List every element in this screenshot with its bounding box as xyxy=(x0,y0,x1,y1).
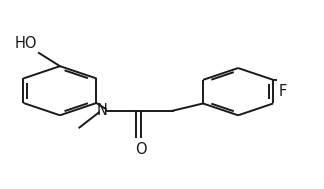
Text: O: O xyxy=(135,142,147,157)
Text: N: N xyxy=(97,103,108,118)
Text: F: F xyxy=(279,84,287,99)
Text: HO: HO xyxy=(15,36,38,51)
